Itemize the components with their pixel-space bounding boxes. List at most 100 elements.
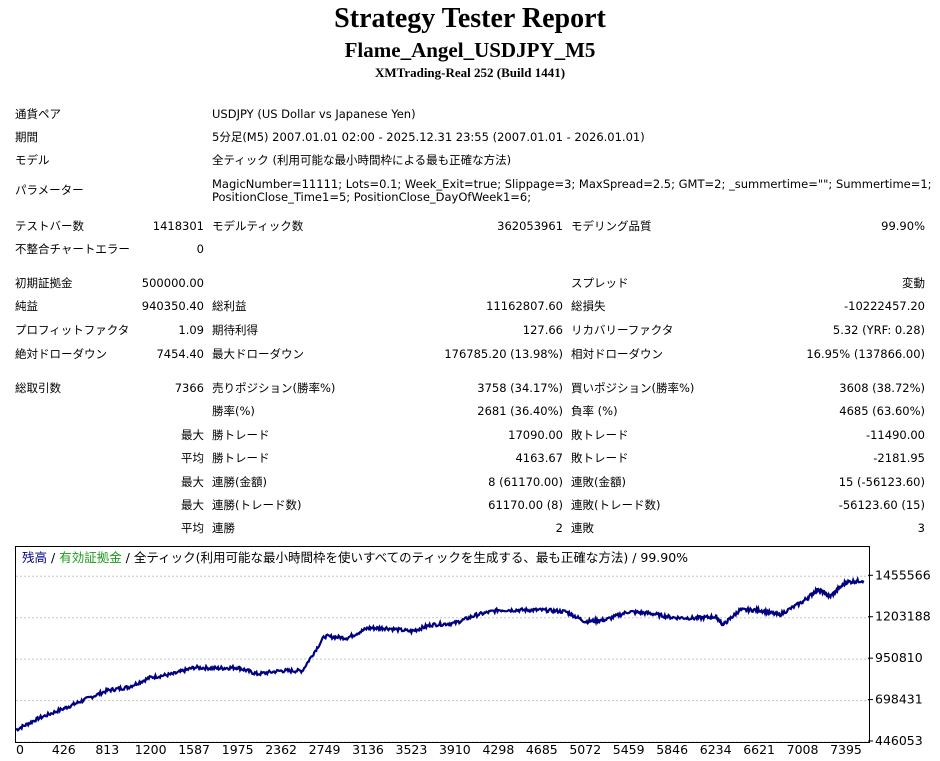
detail-value-2: -11490.00 (865, 428, 925, 442)
loss-rate-label: 負率 (%) (571, 404, 618, 418)
spread-label: スプレッド (571, 276, 629, 290)
model-label: モデル (15, 153, 50, 167)
gross-profit-label: 総利益 (212, 299, 247, 313)
detail-label-2: 連敗 (571, 521, 594, 535)
rel-drawdown-label: 相対ドローダウン (571, 347, 663, 361)
x-tick-label: 7008 (787, 742, 819, 757)
symbol-label: 通貨ペア (15, 107, 61, 121)
balance-chart-svg (16, 575, 869, 742)
deposit-value: 500000.00 (141, 276, 204, 290)
detail-value-1: 17090.00 (508, 428, 563, 442)
long-positions-label: 買いポジション(勝率%) (571, 381, 695, 395)
x-tick-label: 3136 (352, 742, 384, 757)
x-tick-label: 1587 (178, 742, 210, 757)
report-title: Strategy Tester Report (334, 3, 606, 34)
detail-value-1: 8 (61170.00) (488, 475, 563, 489)
detail-value-1: 61170.00 (8) (488, 498, 563, 512)
legend-description: / 全ティック(利用可能な最小時間枠を使いすべてのティックを生成する、最も正確な… (121, 550, 689, 565)
y-tick-label: 1203188 (875, 609, 931, 624)
x-tick-label: 3523 (396, 742, 428, 757)
profit-factor-label: プロフィットファクタ (15, 323, 130, 337)
detail-value-2: 3 (917, 521, 925, 535)
x-tick-label: 813 (95, 742, 119, 757)
legend-separator: / (47, 550, 60, 565)
gross-profit-value: 11162807.60 (486, 299, 563, 313)
abs-drawdown-label: 絶対ドローダウン (15, 347, 107, 361)
detail-value-2: -2181.95 (873, 451, 925, 465)
detail-label-1: 連勝 (212, 521, 235, 535)
x-tick-label: 3910 (439, 742, 471, 757)
detail-label-1: 勝トレード (212, 451, 270, 465)
detail-label-1: 連勝(金額) (212, 475, 267, 489)
report-subtitle: Flame_Angel_USDJPY_M5 (344, 38, 596, 62)
detail-prefix: 最大 (181, 475, 204, 489)
detail-prefix: 平均 (181, 521, 204, 535)
win-rate-label: 勝率(%) (212, 404, 255, 418)
total-trades-value: 7366 (174, 381, 204, 395)
detail-value-1: 2 (555, 521, 563, 535)
short-positions-value: 3758 (34.17%) (477, 381, 563, 395)
detail-value-1: 4163.67 (515, 451, 563, 465)
total-trades-label: 総取引数 (15, 381, 61, 395)
profit-factor-value: 1.09 (178, 323, 204, 337)
model-value: 全ティック (利用可能な最小時間枠による最も正確な方法) (212, 153, 512, 167)
expected-payoff-label: 期待利得 (212, 323, 258, 337)
recovery-label: リカバリーファクタ (571, 323, 674, 337)
bars-label: テストバー数 (15, 219, 84, 233)
spread-value: 変動 (902, 276, 925, 290)
x-tick-label: 2749 (309, 742, 341, 757)
detail-prefix: 平均 (181, 451, 204, 465)
short-positions-label: 売りポジション(勝率%) (212, 381, 336, 395)
ticks-label: モデルティック数 (212, 219, 304, 233)
x-tick-label: 5072 (569, 742, 601, 757)
y-tick-label: 1455566 (875, 567, 931, 582)
quality-label: モデリング品質 (571, 219, 652, 233)
abs-drawdown-value: 7454.40 (156, 347, 204, 361)
loss-rate-value: 4685 (63.60%) (839, 404, 925, 418)
detail-value-2: 15 (-56123.60) (838, 475, 925, 489)
detail-value-2: -56123.60 (15) (838, 498, 925, 512)
legend-equity: 有効証拠金 (59, 550, 122, 565)
rel-drawdown-value: 16.95% (137866.00) (806, 347, 925, 361)
recovery-value: 5.32 (YRF: 0.28) (832, 323, 925, 337)
period-label: 期間 (15, 130, 38, 144)
x-tick-label: 0 (16, 742, 24, 757)
x-tick-label: 6621 (743, 742, 775, 757)
legend-balance: 残高 (22, 550, 48, 565)
x-tick-label: 7395 (830, 742, 862, 757)
long-positions-value: 3608 (38.72%) (839, 381, 925, 395)
x-tick-label: 1975 (222, 742, 254, 757)
y-tick-label: 698431 (875, 692, 923, 707)
x-tick-label: 426 (52, 742, 76, 757)
max-drawdown-value: 176785.20 (13.98%) (444, 347, 563, 361)
parameters-value-line2: PositionClose_Time1=5; PositionClose_Day… (212, 190, 532, 204)
x-tick-label: 2362 (265, 742, 297, 757)
detail-label-2: 敗トレード (571, 428, 629, 442)
x-tick-label: 6234 (700, 742, 732, 757)
period-value: 5分足(M5) 2007.01.01 02:00 - 2025.12.31 23… (212, 130, 645, 144)
gross-loss-value: -10222457.20 (844, 299, 925, 313)
parameters-label: パラメーター (15, 183, 84, 197)
gross-loss-label: 総損失 (571, 299, 606, 313)
x-axis: 0 426 813 1200 1587 1975 2362 2749 3136 3523 3910 4… (16, 742, 862, 757)
x-tick-label: 4685 (526, 742, 558, 757)
report-server: XMTrading-Real 252 (Build 1441) (374, 65, 566, 80)
detail-label-1: 連勝(トレード数) (212, 498, 302, 512)
max-drawdown-label: 最大ドローダウン (212, 347, 304, 361)
x-tick-label: 4298 (482, 742, 514, 757)
detail-label-2: 連敗(金額) (571, 475, 626, 489)
x-tick-label: 5459 (613, 742, 645, 757)
balance-chart: 残高 / 有効証拠金 / 全ティック(利用可能な最小時間枠を使いすべてのティック… (15, 546, 870, 743)
expected-payoff-value: 127.66 (522, 323, 563, 337)
detail-prefix: 最大 (181, 428, 204, 442)
symbol-value: USDJPY (US Dollar vs Japanese Yen) (212, 107, 416, 121)
chart-legend: 残高 / 有効証拠金 / 全ティック(利用可能な最小時間枠を使いすべてのティック… (22, 550, 688, 565)
detail-prefix: 最大 (181, 498, 204, 512)
x-tick-label: 5846 (656, 742, 688, 757)
detail-label-2: 連敗(トレード数) (571, 498, 661, 512)
errors-label: 不整合チャートエラー (15, 242, 130, 256)
win-rate-value: 2681 (36.40%) (477, 404, 563, 418)
quality-value: 99.90% (881, 219, 925, 233)
bars-value: 1418301 (152, 219, 204, 233)
y-tick-label: 950810 (875, 650, 923, 665)
